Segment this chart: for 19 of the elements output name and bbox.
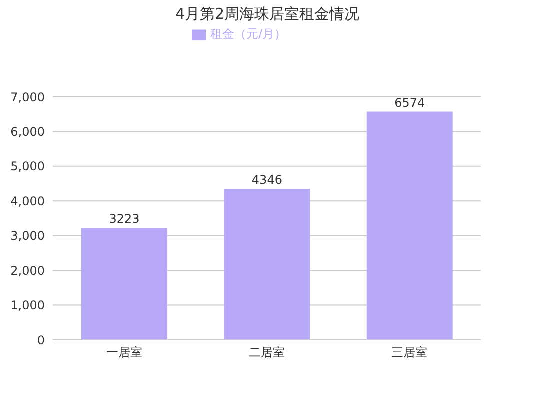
data-label: 4346	[252, 173, 282, 188]
legend-label: 租金（元/月）	[210, 27, 287, 41]
x-tick-label: 三居室	[392, 346, 428, 360]
bar	[82, 228, 168, 340]
y-tick-label: 7,000	[10, 90, 45, 104]
data-label: 3223	[109, 212, 140, 226]
bar	[366, 112, 453, 340]
data-label: 6574	[394, 96, 426, 110]
y-tick-label: 6,000	[10, 124, 45, 139]
x-tick-label: 二居室	[249, 346, 285, 360]
bar	[224, 189, 310, 340]
chart-title: 4月第2周海珠居室租金情况	[174, 5, 361, 24]
y-tick-label: 2,000	[10, 264, 45, 278]
y-tick-label: 1,000	[10, 298, 45, 313]
y-tick-label: 3,000	[10, 229, 45, 244]
y-tick-label: 0	[37, 333, 45, 348]
x-tick-label: 一居室	[106, 346, 142, 360]
y-tick-label: 4,000	[10, 194, 45, 208]
y-tick-label: 5,000	[10, 160, 45, 174]
